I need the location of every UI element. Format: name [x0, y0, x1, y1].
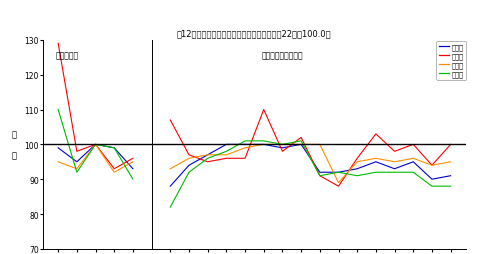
Legend: 鉱工業, 投資財, 消費財, 生産財: 鉱工業, 投資財, 消費財, 生産財 [436, 42, 467, 81]
Text: 数: 数 [11, 151, 16, 160]
Title: 第12図　特殊分類別出荷指数の推移　（平成22年＝100.0）: 第12図 特殊分類別出荷指数の推移 （平成22年＝100.0） [177, 29, 332, 39]
Text: （季節調整済指数）: （季節調整済指数） [262, 51, 303, 60]
Text: （原指数）: （原指数） [56, 51, 79, 60]
Text: 指: 指 [11, 130, 16, 139]
